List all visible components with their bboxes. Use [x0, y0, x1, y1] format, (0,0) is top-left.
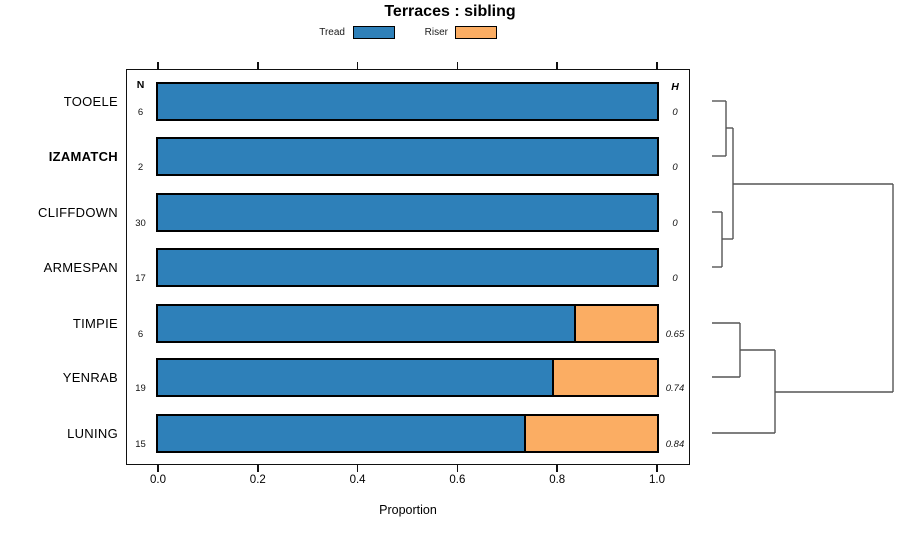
bar — [156, 193, 659, 232]
bar-segment-riser — [574, 306, 657, 341]
bar — [156, 82, 659, 121]
x-tick-top — [556, 62, 558, 69]
x-tick-label: 0.4 — [349, 474, 366, 486]
row-label: TIMPIE — [72, 316, 118, 331]
n-value: 19 — [135, 383, 146, 394]
n-column-header: N — [136, 79, 145, 91]
x-tick-bottom — [257, 465, 259, 472]
bar — [156, 248, 659, 287]
n-value: 30 — [135, 218, 146, 229]
x-tick-label: 0.6 — [449, 474, 466, 486]
bar — [156, 304, 659, 343]
x-tick-bottom — [556, 465, 558, 472]
n-value: 17 — [135, 273, 146, 284]
h-value: 0.65 — [665, 329, 685, 340]
bar-segment-tread — [158, 195, 657, 230]
x-tick-bottom — [656, 465, 658, 472]
bar — [156, 137, 659, 176]
bar-segment-tread — [158, 84, 657, 119]
h-value: 0.74 — [665, 383, 685, 394]
x-axis-title: Proportion — [379, 503, 437, 517]
bar-segment-tread — [158, 250, 657, 285]
h-value: 0 — [672, 107, 678, 118]
legend-swatch-riser — [455, 26, 497, 39]
x-tick-label: 0.2 — [249, 474, 266, 486]
row-label: TOOELE — [63, 94, 118, 109]
bar-segment-tread — [158, 416, 524, 451]
h-column-header: H — [671, 81, 679, 93]
legend-swatch-tread — [353, 26, 395, 39]
x-tick-top — [157, 62, 159, 69]
x-tick-label: 0.8 — [549, 474, 566, 486]
x-tick-bottom — [356, 465, 359, 472]
x-tick-top — [257, 62, 259, 69]
bar — [156, 414, 659, 453]
h-value: 0.84 — [665, 439, 685, 450]
n-value: 15 — [135, 439, 146, 450]
n-value: 6 — [137, 107, 144, 118]
x-tick-label: 0.0 — [150, 474, 166, 486]
row-label: ARMESPAN — [43, 260, 118, 275]
h-value: 0 — [672, 218, 678, 229]
row-label: CLIFFDOWN — [38, 205, 118, 220]
h-value: 0 — [672, 273, 678, 284]
x-tick-top — [656, 62, 658, 69]
row-label: YENRAB — [62, 370, 118, 385]
bar-segment-riser — [552, 360, 657, 395]
chart-title: Terraces : sibling — [384, 3, 516, 20]
x-tick-bottom — [456, 465, 459, 472]
n-value: 2 — [137, 162, 144, 173]
bar — [156, 358, 659, 397]
x-tick-top — [456, 62, 459, 69]
bar-segment-tread — [158, 306, 574, 341]
x-tick-bottom — [157, 465, 159, 472]
legend-label-tread: Tread — [319, 27, 345, 38]
h-value: 0 — [672, 162, 678, 173]
row-label: LUNING — [67, 426, 118, 441]
x-tick-top — [356, 62, 359, 69]
row-label: IZAMATCH — [48, 149, 118, 164]
bar-segment-riser — [524, 416, 657, 451]
bar-segment-tread — [158, 139, 657, 174]
bar-segment-tread — [158, 360, 552, 395]
legend-label-riser: Riser — [424, 27, 448, 38]
n-value: 6 — [137, 329, 144, 340]
x-tick-label: 1.0 — [649, 474, 665, 486]
